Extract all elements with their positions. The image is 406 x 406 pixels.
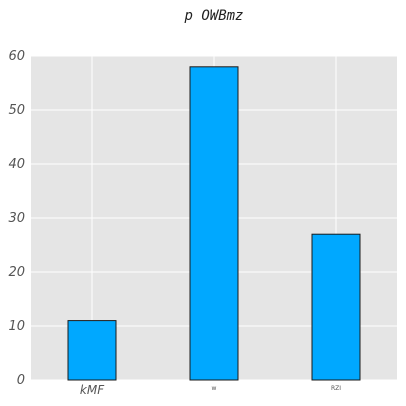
x-tick-label: RZI xyxy=(331,385,341,392)
y-axis-ticks: 0 10 20 30 40 50 60 xyxy=(8,49,25,388)
x-tick-label: kMF xyxy=(80,383,105,397)
y-tick-label: 10 xyxy=(8,319,25,334)
y-tick-label: 30 xyxy=(8,211,25,226)
x-axis-ticks: kMF w RZI xyxy=(80,383,341,397)
bar-w xyxy=(189,66,239,381)
bar-rzi xyxy=(311,233,361,381)
bars-group xyxy=(67,66,361,381)
y-tick-label: 40 xyxy=(8,157,25,172)
bar-kmf xyxy=(67,320,117,381)
x-tick-label: w xyxy=(212,385,217,392)
chart-title: p OWBmz xyxy=(183,8,243,24)
y-tick-label: 60 xyxy=(8,49,25,64)
y-tick-label: 0 xyxy=(17,373,25,388)
y-tick-label: 20 xyxy=(8,265,25,280)
y-tick-label: 50 xyxy=(8,103,25,118)
